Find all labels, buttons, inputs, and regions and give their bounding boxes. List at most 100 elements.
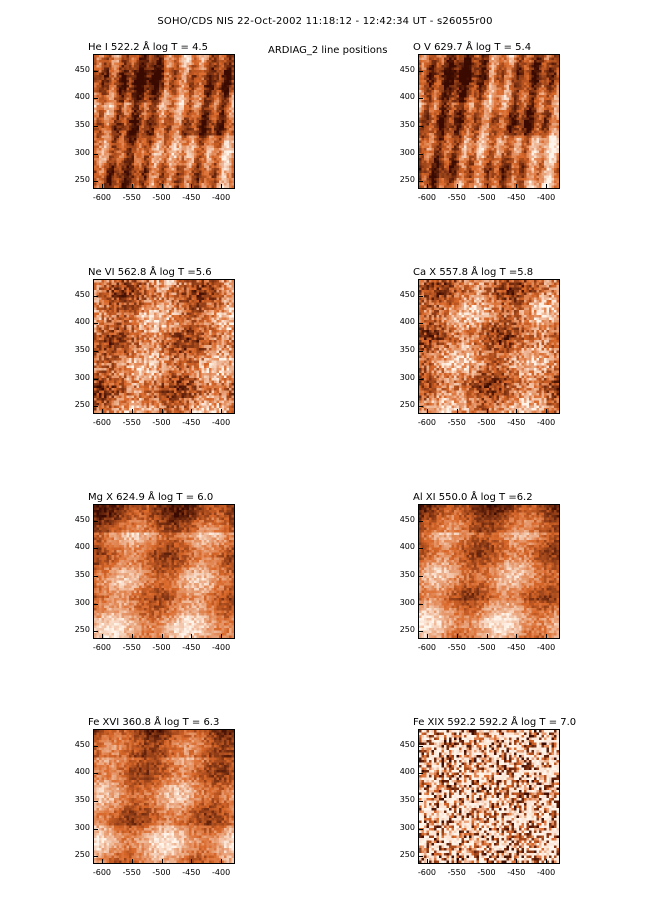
y-tick-label: 350 — [74, 570, 90, 580]
x-tick-label: -550 — [122, 643, 141, 652]
y-tick-mark — [419, 295, 423, 297]
x-tick-mark — [161, 859, 163, 863]
y-tick-mark — [419, 98, 423, 100]
y-tick-mark — [419, 70, 423, 72]
x-tick-label: -400 — [212, 193, 231, 202]
y-tick-mark — [94, 70, 98, 72]
intensity-map — [93, 54, 235, 189]
y-tick-mark — [94, 548, 98, 550]
x-tick-label: -450 — [507, 418, 526, 427]
x-tick-mark — [516, 184, 518, 188]
x-tick-label: -500 — [152, 643, 171, 652]
x-tick-label: -500 — [477, 643, 496, 652]
y-tick-mark — [94, 828, 98, 830]
x-tick-mark — [101, 859, 103, 863]
x-tick-mark — [221, 859, 223, 863]
y-tick-label: 350 — [399, 345, 415, 355]
y-tick-label: 300 — [399, 147, 415, 157]
panel-title: Mg X 624.9 Å log T = 6.0 — [88, 492, 214, 503]
x-tick-label: -400 — [537, 643, 556, 652]
intensity-image — [419, 55, 559, 188]
x-tick-label: -550 — [447, 643, 466, 652]
y-tick-label: 250 — [399, 625, 415, 635]
panel-title: O V 629.7 Å log T = 5.4 — [413, 42, 532, 53]
x-tick-mark — [486, 634, 488, 638]
y-tick-mark — [94, 126, 98, 128]
x-tick-mark — [161, 409, 163, 413]
y-tick-label: 350 — [399, 795, 415, 805]
intensity-map — [93, 279, 235, 414]
y-tick-mark — [94, 576, 98, 578]
y-tick-mark — [419, 548, 423, 550]
y-tick-label: 400 — [399, 767, 415, 777]
y-tick-label: 250 — [74, 400, 90, 410]
y-tick-mark — [94, 603, 98, 605]
y-tick-label: 450 — [74, 64, 90, 74]
x-tick-mark — [426, 634, 428, 638]
intensity-image — [419, 730, 559, 863]
y-tick-label: 300 — [399, 372, 415, 382]
panel-title: Ne VI 562.8 Å log T =5.6 — [88, 267, 212, 278]
y-tick-mark — [419, 576, 423, 578]
y-tick-label: 250 — [399, 175, 415, 185]
x-tick-mark — [191, 634, 193, 638]
x-tick-mark — [546, 409, 548, 413]
x-tick-mark — [486, 409, 488, 413]
x-tick-mark — [131, 634, 133, 638]
y-tick-mark — [94, 745, 98, 747]
y-tick-label: 400 — [74, 767, 90, 777]
x-tick-label: -600 — [417, 868, 436, 877]
x-tick-label: -450 — [182, 418, 201, 427]
y-tick-mark — [419, 351, 423, 353]
x-tick-label: -450 — [182, 193, 201, 202]
y-tick-label: 350 — [74, 345, 90, 355]
y-tick-label: 350 — [399, 570, 415, 580]
y-tick-label: 350 — [399, 120, 415, 130]
intensity-map — [93, 729, 235, 864]
y-tick-mark — [94, 631, 98, 633]
y-tick-label: 250 — [399, 850, 415, 860]
y-tick-mark — [94, 153, 98, 155]
x-tick-label: -450 — [507, 868, 526, 877]
x-tick-label: -400 — [212, 868, 231, 877]
y-tick-mark — [419, 323, 423, 325]
x-tick-label: -400 — [537, 868, 556, 877]
x-tick-label: -550 — [122, 868, 141, 877]
y-tick-label: 450 — [399, 64, 415, 74]
y-tick-mark — [94, 773, 98, 775]
y-tick-mark — [94, 378, 98, 380]
x-tick-label: -600 — [92, 193, 111, 202]
y-tick-mark — [419, 801, 423, 803]
x-tick-mark — [131, 409, 133, 413]
x-tick-label: -500 — [477, 193, 496, 202]
y-tick-label: 300 — [74, 372, 90, 382]
panel-title: Ca X 557.8 Å log T =5.8 — [413, 267, 534, 278]
y-tick-mark — [94, 856, 98, 858]
y-tick-mark — [94, 520, 98, 522]
x-tick-label: -600 — [92, 418, 111, 427]
x-tick-mark — [486, 184, 488, 188]
y-tick-label: 400 — [399, 542, 415, 552]
panel-title: Al XI 550.0 Å log T =6.2 — [413, 492, 533, 503]
intensity-image — [94, 505, 234, 638]
y-tick-mark — [419, 773, 423, 775]
y-tick-mark — [419, 520, 423, 522]
y-tick-label: 450 — [399, 514, 415, 524]
y-tick-label: 300 — [74, 597, 90, 607]
y-tick-mark — [94, 98, 98, 100]
x-tick-label: -450 — [182, 868, 201, 877]
x-tick-label: -500 — [477, 418, 496, 427]
x-tick-mark — [221, 184, 223, 188]
y-tick-label: 450 — [74, 739, 90, 749]
y-tick-mark — [419, 745, 423, 747]
y-tick-mark — [419, 603, 423, 605]
x-tick-mark — [426, 859, 428, 863]
x-tick-mark — [456, 184, 458, 188]
x-tick-mark — [486, 859, 488, 863]
y-tick-mark — [419, 828, 423, 830]
y-tick-label: 250 — [399, 400, 415, 410]
x-tick-mark — [456, 409, 458, 413]
figure-subtitle: ARDIAG_2 line positions — [268, 45, 388, 56]
x-tick-label: -550 — [447, 193, 466, 202]
y-tick-label: 250 — [74, 625, 90, 635]
